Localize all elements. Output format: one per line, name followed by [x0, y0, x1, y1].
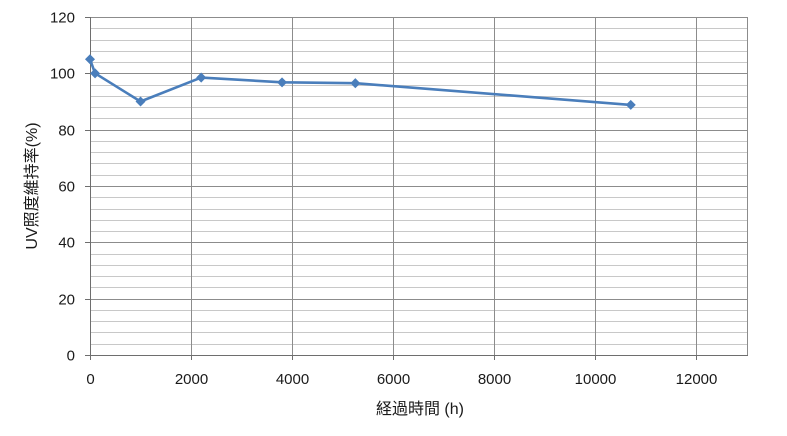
x-tick-labels: 0 2000 4000 6000 8000 10000 12000 [86, 371, 717, 388]
y-tick-labels: 0 20 40 60 80 100 120 [50, 10, 75, 365]
y-tick-label: 40 [58, 235, 75, 252]
x-tick-label: 10000 [575, 371, 617, 388]
series-line [88, 57, 633, 107]
y-tick-label: 0 [67, 348, 75, 365]
y-tick-label: 20 [58, 292, 75, 309]
series-layer [84, 54, 636, 110]
data-point-marker [625, 99, 636, 110]
y-tick-label: 60 [58, 179, 75, 196]
data-point-marker [90, 68, 101, 79]
y-axis-title: UV照度維持率(%) [23, 122, 41, 249]
data-point-marker [84, 54, 96, 65]
x-tick-label: 0 [86, 371, 94, 388]
x-tick-label: 6000 [377, 371, 410, 388]
x-tick-label: 12000 [676, 371, 718, 388]
x-tick-label: 8000 [478, 371, 511, 388]
x-tick-label: 2000 [175, 371, 208, 388]
x-tick-label: 4000 [276, 371, 309, 388]
axes [85, 17, 748, 360]
y-tick-label: 80 [58, 123, 75, 140]
x-axis-title: 経過時間 (h) [376, 400, 464, 418]
y-tick-label: 100 [50, 66, 75, 83]
data-point-marker [277, 77, 288, 88]
y-tick-label: 120 [50, 10, 75, 27]
data-point-marker [135, 96, 146, 107]
data-point-marker [196, 72, 207, 83]
minor-gridlines [90, 28, 747, 345]
data-point-marker [350, 78, 361, 89]
major-gridlines [90, 17, 748, 356]
